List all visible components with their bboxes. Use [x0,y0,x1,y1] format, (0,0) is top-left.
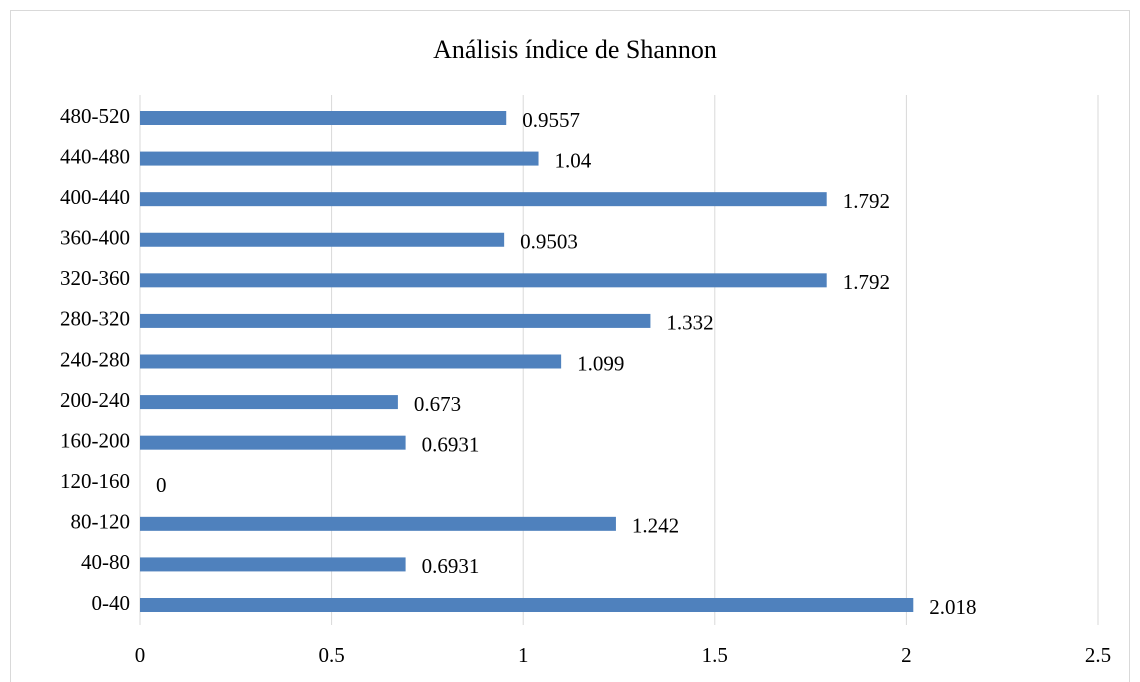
y-tick-label: 480-520 [60,104,130,128]
y-tick-label: 320-360 [60,266,130,290]
bar [140,313,651,328]
x-tick-label: 2 [901,643,912,667]
data-label: 1.099 [577,351,624,375]
y-tick-label: 400-440 [60,185,130,209]
data-label: 1.04 [555,148,592,172]
y-tick-label: 40-80 [81,550,130,574]
bar [140,232,505,247]
y-tick-label: 360-400 [60,226,130,250]
y-tick-label: 280-320 [60,307,130,331]
x-tick-label: 2.5 [1085,643,1111,667]
bar [140,111,507,125]
data-label: 1.792 [843,270,890,294]
bar [140,273,827,288]
bar [140,192,827,207]
y-tick-label: 120-160 [60,469,130,493]
bar [140,395,398,410]
data-label: 0.6931 [422,432,480,456]
data-label: 0 [156,473,167,497]
y-tick-label: 80-120 [71,510,131,534]
data-label: 2.018 [929,595,976,619]
y-tick-label: 0-40 [92,591,131,615]
data-label: 0.673 [414,392,461,416]
y-tick-label: 200-240 [60,388,130,412]
x-tick-label: 0 [135,643,146,667]
bar [140,516,616,531]
data-label: 1.242 [632,514,679,538]
data-label: 0.6931 [422,554,480,578]
x-tick-label: 0.5 [318,643,344,667]
bar [140,557,406,572]
y-tick-label: 440-480 [60,144,130,168]
data-label: 0.9557 [522,108,580,132]
bar [140,354,562,369]
data-label: 0.9503 [520,230,578,254]
x-tick-label: 1 [518,643,529,667]
bar [140,598,914,612]
bar [140,151,539,166]
data-label: 1.792 [843,189,890,213]
chart-title: Análisis índice de Shannon [433,35,717,64]
y-tick-label: 240-280 [60,347,130,371]
y-tick-label: 160-200 [60,428,130,452]
x-tick-label: 1.5 [702,643,728,667]
data-label: 1.332 [666,311,713,335]
bar [140,435,406,450]
